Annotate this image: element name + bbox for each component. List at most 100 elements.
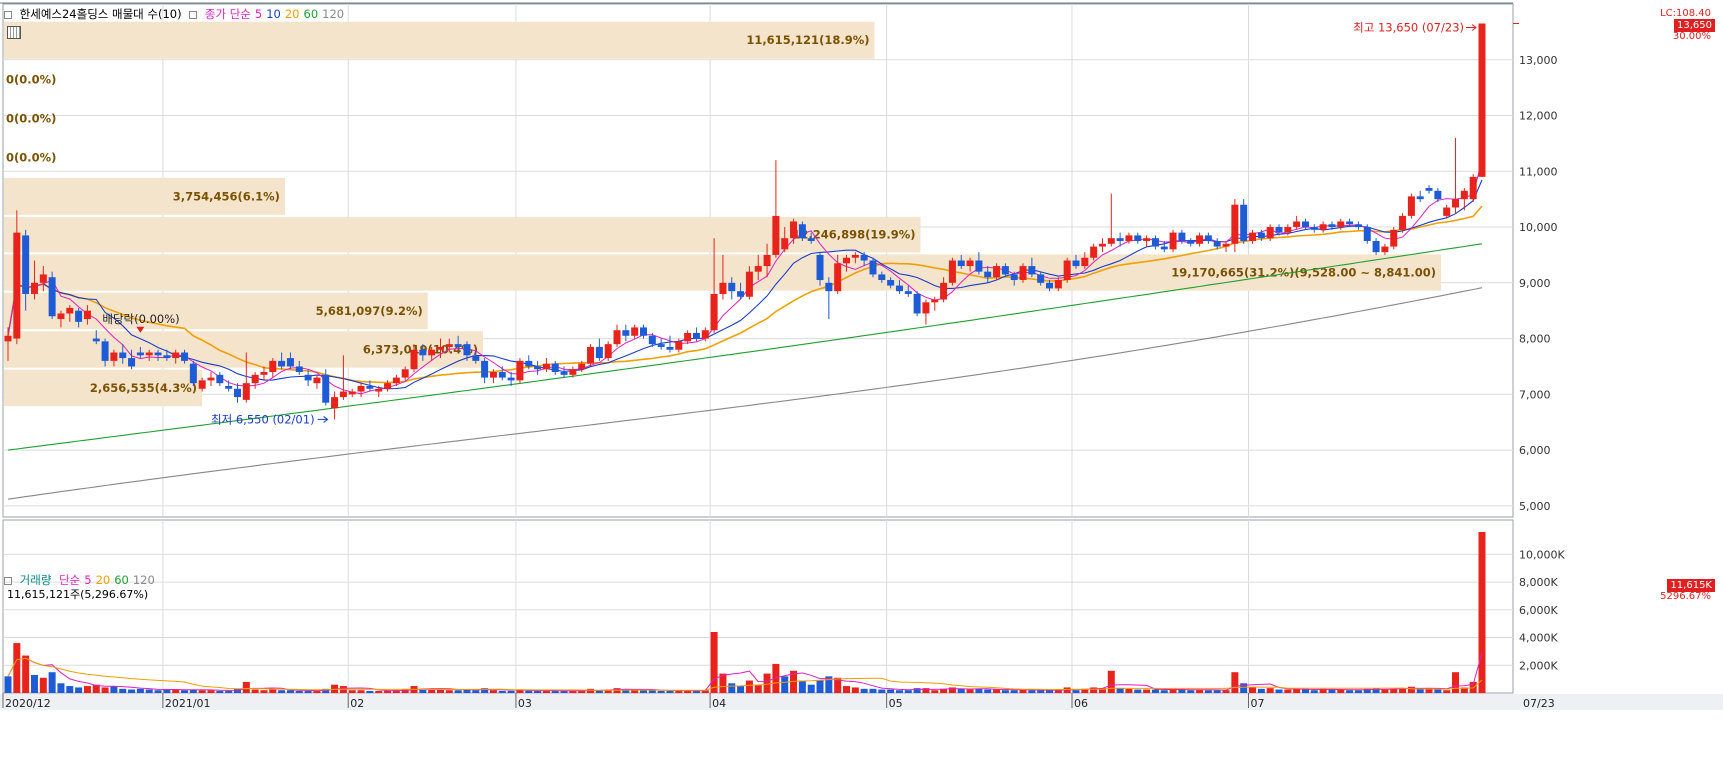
volume-bar: [128, 689, 136, 693]
candle-body: [419, 349, 427, 356]
candle-body: [75, 310, 83, 322]
low-annotation: 최저 6,550 (02/01): [211, 412, 315, 426]
price-panel-frame: [2, 3, 1514, 518]
volume-bar: [904, 690, 912, 693]
volume-bar: [1416, 688, 1424, 693]
volume-profile-bar: [4, 216, 921, 253]
volume-bar: [48, 672, 56, 693]
candle-body: [807, 238, 815, 241]
volume-bar: [763, 673, 771, 693]
volume-bar: [1381, 689, 1389, 693]
volume-label[interactable]: 거래량: [19, 573, 52, 587]
volume-bar: [198, 690, 206, 693]
volume-profile-label: 0(0.0%): [6, 111, 56, 125]
volume-bar: [225, 690, 233, 693]
chart-title[interactable]: 한세예스24홀딩스 매물대 수(10): [19, 7, 182, 21]
y-tick-label: 5,000: [1519, 500, 1551, 513]
volume-bar: [428, 689, 436, 693]
candle-body: [375, 388, 383, 392]
candle-body: [436, 346, 444, 350]
candle-body: [1178, 232, 1186, 241]
volume-bar: [1284, 689, 1292, 693]
ma60-label: 60: [303, 7, 319, 21]
candle-body: [22, 235, 30, 294]
volume-bar: [1160, 690, 1168, 693]
candle-body: [119, 352, 127, 359]
volume-bar: [83, 686, 91, 693]
candle-body: [198, 380, 206, 389]
candle-body: [1478, 23, 1486, 177]
candle-body: [966, 260, 974, 267]
candle-body: [1249, 232, 1257, 241]
volume-bar: [1293, 688, 1301, 693]
candle-body: [48, 277, 56, 317]
volume-bar: [516, 689, 524, 693]
candle-body: [869, 260, 877, 275]
volume-bar: [136, 688, 144, 693]
volume-badge: 11,615K: [1667, 579, 1715, 592]
candle-body: [692, 332, 700, 339]
candle-body: [172, 352, 180, 359]
low-arrow-icon: [317, 416, 329, 423]
candle-body: [1213, 240, 1221, 247]
candle-body: [498, 372, 506, 378]
candle-body: [339, 391, 347, 398]
candle-body: [1028, 266, 1036, 275]
legend-square-icon: [4, 10, 12, 19]
candle-body: [1125, 235, 1133, 241]
price-ma-label[interactable]: 종가 단순: [204, 7, 251, 21]
volume-bar: [207, 690, 215, 693]
volume-bar: [375, 690, 383, 693]
volume-profile-bar: [4, 21, 875, 59]
volume-bar: [1425, 688, 1433, 693]
volume-bar: [1098, 688, 1106, 693]
candle-body: [516, 360, 524, 381]
candle-body: [1310, 227, 1318, 230]
volume-bar: [110, 686, 118, 693]
candle-body: [1151, 238, 1159, 247]
candle-body: [913, 293, 921, 314]
volume-bar: [1046, 690, 1054, 693]
volume-tick-label: 6,000K: [1519, 604, 1558, 617]
volume-bar: [692, 690, 700, 693]
volume-bar: [13, 643, 21, 693]
candle-body: [57, 313, 65, 320]
candle-body: [110, 352, 118, 361]
candle-body: [233, 388, 241, 398]
candle-body: [145, 352, 153, 356]
candle-body: [181, 352, 189, 361]
candle-body: [1231, 204, 1239, 244]
candle-body: [428, 349, 436, 356]
ma5-label: 5: [254, 7, 263, 21]
volume-bar: [1460, 687, 1468, 693]
candle-body: [1072, 260, 1080, 267]
volume-bar: [595, 690, 603, 693]
volume-bar: [401, 689, 409, 693]
volume-bar: [560, 690, 568, 693]
volume-bar: [631, 689, 639, 693]
candle-body: [1275, 227, 1283, 233]
candle-body: [304, 374, 312, 381]
volume-bar: [295, 690, 303, 693]
volume-bar: [1107, 670, 1115, 693]
candle-body: [189, 363, 197, 384]
candle-body: [1293, 221, 1301, 228]
volume-bar: [1240, 683, 1248, 693]
candle-body: [269, 360, 277, 373]
volume-bar: [569, 690, 577, 693]
volume-bar: [1054, 690, 1062, 693]
candle-body: [463, 344, 471, 356]
grid-settings-icon[interactable]: [7, 26, 21, 39]
volume-bar: [392, 690, 400, 693]
candle-body: [666, 346, 674, 350]
volume-bar: [1390, 688, 1398, 693]
volume-bar: [286, 690, 294, 693]
volume-tick-label: 4,000K: [1519, 632, 1558, 645]
candle-body: [278, 360, 286, 367]
candle-body: [1081, 257, 1089, 267]
volume-bar: [869, 688, 877, 693]
candle-body: [851, 254, 859, 258]
volume-bar: [931, 690, 939, 693]
candle-body: [622, 330, 630, 336]
